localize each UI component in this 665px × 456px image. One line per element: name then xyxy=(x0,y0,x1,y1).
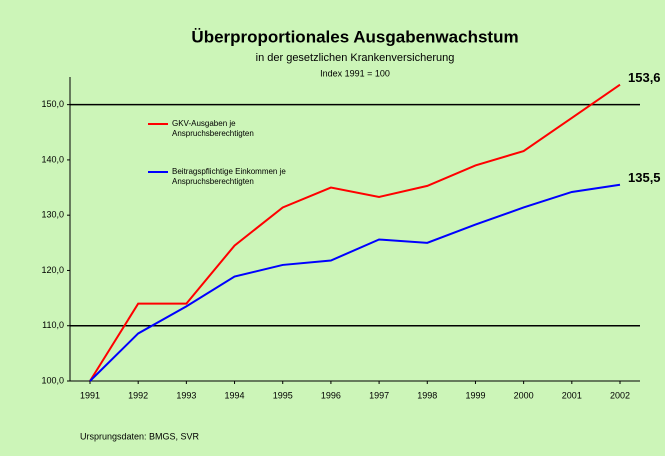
series-line xyxy=(89,183,621,382)
x-tick-label: 2001 xyxy=(562,390,582,400)
value-label: 153,6 xyxy=(628,70,661,85)
x-tick-label: 1998 xyxy=(417,390,437,400)
y-tick-label: 110,0 xyxy=(42,320,64,330)
y-tick-label: 100,0 xyxy=(41,375,64,385)
chart-title: Überproportionales Ausgabenwachstum xyxy=(191,27,518,46)
x-tick-label: 1994 xyxy=(225,390,245,400)
source: Ursprungsdaten: BMGS, SVR xyxy=(80,431,200,441)
x-tick-label: 1995 xyxy=(273,390,293,400)
series-line xyxy=(89,83,621,382)
legend-label: Beitragspflichtige Einkommen je Anspruch… xyxy=(172,167,286,186)
y-tick-label: 120,0 xyxy=(41,265,64,275)
chart-subtitle: in der gesetzlichen Krankenversicherung xyxy=(256,52,455,64)
y-tick-label: 150,0 xyxy=(41,99,64,109)
x-tick-label: 2000 xyxy=(514,390,534,400)
chart-note: Index 1991 = 100 xyxy=(320,68,390,78)
x-tick-label: 1993 xyxy=(176,390,196,400)
y-tick-label: 130,0 xyxy=(41,210,64,220)
x-tick-label: 1992 xyxy=(128,390,148,400)
y-tick-label: 140,0 xyxy=(41,154,64,164)
x-tick-label: 1996 xyxy=(321,390,341,400)
legend-label: GKV-Ausgaben je Anspruchsberechtigten xyxy=(172,119,254,138)
x-tick-label: 1999 xyxy=(465,390,485,400)
x-tick-label: 2002 xyxy=(610,390,630,400)
x-tick-label: 1991 xyxy=(80,390,100,400)
x-tick-label: 1997 xyxy=(369,390,389,400)
value-label: 135,5 xyxy=(628,170,661,185)
